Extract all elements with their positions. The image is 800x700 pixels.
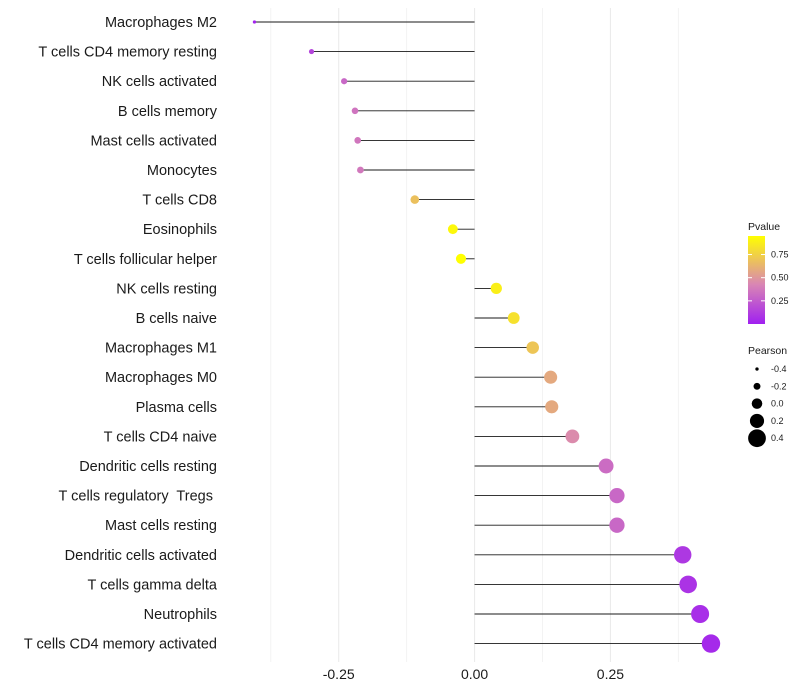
lollipop-point — [609, 517, 625, 533]
pearson-legend-title: Pearson — [748, 345, 787, 357]
lollipop-point — [341, 78, 348, 85]
pearson-legend-label: 0.4 — [771, 433, 784, 443]
category-label: Macrophages M1 — [105, 341, 217, 357]
x-tick-labels: -0.25 0.00 0.25 — [323, 666, 625, 682]
pvalue-colorbar — [748, 236, 765, 324]
category-label: Neutrophils — [144, 607, 217, 623]
lollipop-point — [701, 634, 721, 653]
pvalue-tick-label: 0.50 — [771, 273, 789, 283]
category-labels: Macrophages M2 T cells CD4 memory resting… — [24, 15, 218, 653]
pearson-legend-label: -0.4 — [771, 364, 787, 374]
grid-layer — [270, 8, 679, 662]
category-label: T cells follicular helper — [74, 252, 217, 268]
category-label: Monocytes — [147, 163, 217, 179]
x-tick-label: 0.25 — [597, 666, 624, 682]
lollipop-point — [455, 253, 467, 264]
lollipop-point — [691, 604, 710, 624]
category-label: Mast cells activated — [90, 133, 217, 149]
stem-layer — [254, 21, 711, 645]
pearson-legend-items: -0.4 -0.2 0.0 0.2 0.4 — [748, 364, 787, 448]
lollipop-point — [490, 282, 502, 295]
pvalue-tick-label: 0.75 — [771, 250, 789, 260]
lollipop-point — [673, 546, 692, 564]
lollipop-point — [526, 341, 539, 354]
category-label: T cells regulatory Tregs — [59, 489, 218, 505]
pearson-legend-dot — [749, 413, 765, 428]
lollipop-point — [679, 575, 697, 594]
lollipop-point — [410, 195, 420, 204]
category-label: T cells CD4 memory activated — [24, 637, 217, 653]
category-label: T cells CD4 naive — [104, 429, 217, 445]
category-label: Dendritic cells resting — [79, 459, 217, 475]
category-label: T cells CD4 memory resting — [38, 45, 217, 61]
pearson-legend: Pearson -0.4 -0.2 0.0 0.2 0.4 — [748, 345, 787, 448]
pearson-legend-dot — [755, 367, 759, 371]
category-label: B cells naive — [136, 311, 217, 327]
pvalue-legend: Pvalue 0.25 0.50 0.75 — [748, 221, 789, 324]
category-label: T cells CD8 — [142, 193, 217, 209]
pearson-legend-dot — [748, 429, 766, 448]
pearson-legend-label: -0.2 — [771, 381, 787, 391]
category-label: T cells gamma delta — [88, 577, 218, 593]
category-label: NK cells resting — [116, 281, 217, 297]
category-label: Eosinophils — [143, 222, 217, 238]
category-label: NK cells activated — [102, 74, 217, 90]
lollipop-point — [598, 458, 614, 474]
lollipop-point — [545, 400, 559, 414]
x-tick-label: 0.00 — [461, 666, 488, 682]
lollipop-point — [609, 487, 625, 504]
category-label: Dendritic cells activated — [65, 548, 217, 564]
pvalue-tick-label: 0.25 — [771, 296, 789, 306]
pvalue-legend-title: Pvalue — [748, 221, 780, 233]
lollipop-point — [544, 370, 558, 384]
pearson-legend-dot — [753, 382, 761, 390]
lollipop-point — [354, 137, 362, 144]
lollipop-point — [308, 49, 315, 55]
lollipop-point — [252, 20, 257, 24]
category-label: Plasma cells — [136, 400, 217, 416]
category-label: Macrophages M0 — [105, 370, 217, 386]
pearson-legend-dot — [751, 398, 763, 409]
lollipop-point — [507, 312, 520, 324]
lollipop-point — [357, 166, 364, 174]
category-label: B cells memory — [118, 104, 218, 120]
lollipop-point — [351, 107, 359, 115]
category-label: Macrophages M2 — [105, 15, 217, 31]
point-layer — [252, 20, 721, 653]
category-label: Mast cells resting — [105, 518, 217, 534]
lollipop-point — [447, 224, 458, 235]
lollipop-point — [565, 429, 580, 444]
pearson-legend-label: 0.0 — [771, 399, 784, 409]
pearson-legend-label: 0.2 — [771, 416, 784, 426]
pvalue-legend-ticks: 0.25 0.50 0.75 — [748, 250, 789, 306]
x-tick-label: -0.25 — [323, 666, 355, 682]
